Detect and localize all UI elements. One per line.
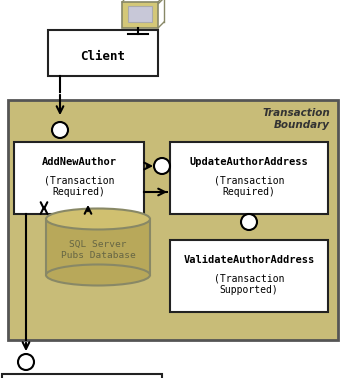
Text: (Transaction
Required): (Transaction Required) <box>214 175 284 197</box>
Bar <box>2 374 162 378</box>
Text: SQL Server
Pubs Database: SQL Server Pubs Database <box>61 240 136 260</box>
Bar <box>46 219 150 275</box>
Ellipse shape <box>46 265 150 285</box>
Bar <box>170 240 328 312</box>
Bar <box>170 142 328 214</box>
Text: UpdateAuthorAddress: UpdateAuthorAddress <box>190 157 308 167</box>
Circle shape <box>52 122 68 138</box>
Bar <box>14 142 144 214</box>
Bar <box>48 30 158 76</box>
Text: (Transaction
Required): (Transaction Required) <box>44 175 114 197</box>
Text: ValidateAuthorAddress: ValidateAuthorAddress <box>183 255 315 265</box>
Circle shape <box>18 354 34 370</box>
Circle shape <box>154 158 170 174</box>
Bar <box>122 2 158 28</box>
Text: Client: Client <box>80 50 126 62</box>
Text: AddNewAuthor: AddNewAuthor <box>42 157 117 167</box>
Circle shape <box>241 214 257 230</box>
Bar <box>128 6 152 22</box>
FancyArrow shape <box>158 0 164 4</box>
Text: (Transaction
Supported): (Transaction Supported) <box>214 273 284 295</box>
Ellipse shape <box>46 209 150 229</box>
Text: Transaction
Boundary: Transaction Boundary <box>262 108 330 130</box>
Bar <box>8 100 338 340</box>
